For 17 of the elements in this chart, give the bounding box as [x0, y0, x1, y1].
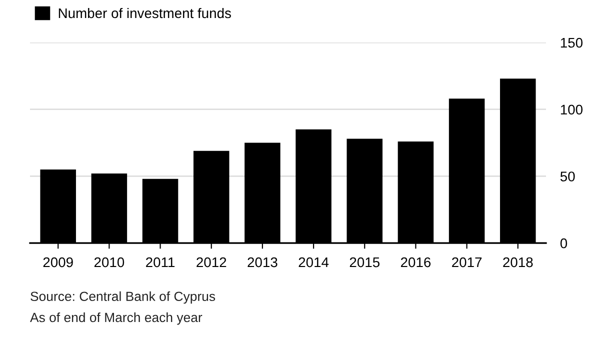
x-tick-label: 2010: [94, 257, 124, 268]
y-tick-label: 0: [560, 238, 568, 248]
x-tick-label: 2018: [503, 257, 533, 268]
x-tick-label: 2013: [248, 257, 278, 268]
x-tick-label: 2011: [146, 257, 175, 268]
y-tick-label: 150: [560, 38, 583, 48]
x-tick-label: 2015: [350, 257, 380, 268]
y-tick-label: 50: [560, 172, 575, 182]
text: As of end of March each year: [30, 312, 202, 325]
source-note: Source: Central Bank of Cyprus: [30, 291, 216, 304]
x-tick-label: 2016: [400, 257, 431, 268]
legend-label: Number of investment funds: [58, 8, 231, 18]
x-tick-label: 2012: [196, 257, 226, 268]
y-tick-label: 100: [560, 104, 583, 115]
x-tick-label: 2014: [298, 257, 329, 268]
x-tick-label: 2017: [452, 257, 482, 268]
x-tick-label: 2009: [43, 257, 73, 268]
